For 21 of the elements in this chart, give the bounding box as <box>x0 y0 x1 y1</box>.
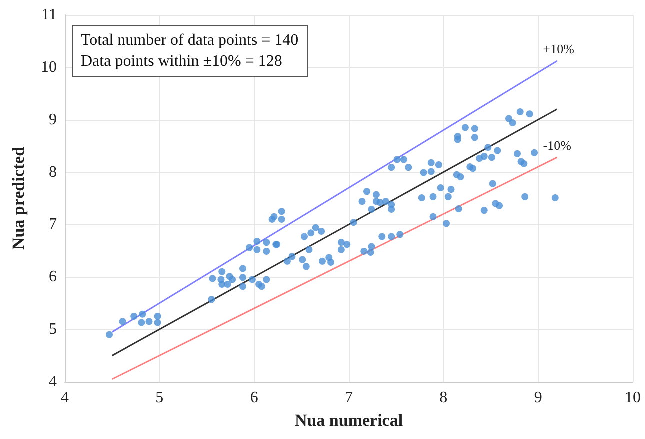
y-tick-label: 5 <box>49 321 57 338</box>
x-tick-label: 9 <box>534 390 542 406</box>
x-tick-label: 7 <box>345 390 353 406</box>
x-tick-label: 8 <box>440 390 448 406</box>
x-tick-label: 5 <box>156 390 164 406</box>
series-label: +10% <box>543 42 575 57</box>
y-tick-label: 7 <box>49 216 57 234</box>
y-axis-title: Nua predicted <box>9 146 28 250</box>
series-label: -10% <box>543 138 572 154</box>
y-tick-label: 11 <box>42 6 57 24</box>
y-tick-label: 8 <box>49 164 57 181</box>
y-tick-label: 9 <box>49 111 57 128</box>
y-tick-label: 4 <box>49 374 57 390</box>
x-tick-label: 10 <box>625 390 641 406</box>
annotation: Total number of data points = 140 <box>81 31 299 51</box>
y-tick-label: 6 <box>49 268 57 286</box>
annotation: Data points within ±10% = 128 <box>81 52 284 72</box>
x-tick-label: 4 <box>61 390 69 406</box>
x-axis-title: Nua numerical <box>294 411 404 430</box>
x-tick-label: 6 <box>250 390 258 406</box>
y-tick-label: 10 <box>41 58 57 76</box>
